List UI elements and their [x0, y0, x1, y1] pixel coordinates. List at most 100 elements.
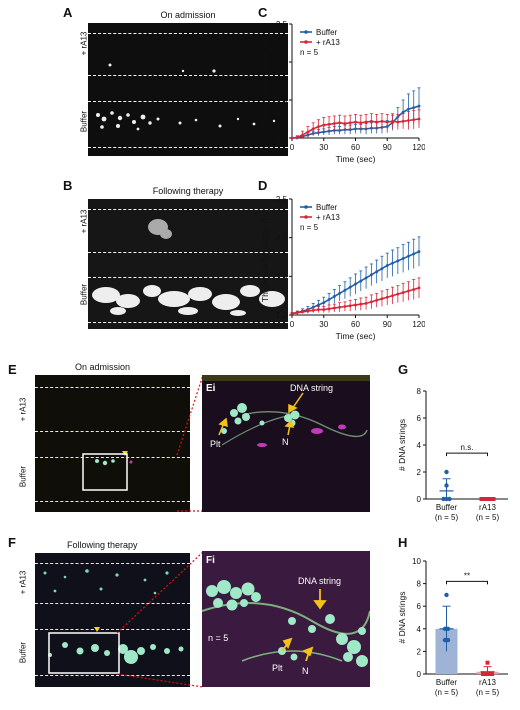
legend-label: Buffer [316, 203, 338, 212]
y-tick-label: 2.0 [276, 58, 288, 67]
data-point [317, 303, 320, 307]
x-tick-label: 60 [351, 143, 360, 152]
data-point [479, 497, 484, 501]
y-tick-label: 4 [417, 625, 422, 634]
significance-bracket [446, 452, 488, 457]
data-point [332, 306, 336, 310]
panel-g-letter: G [398, 362, 409, 377]
data-point [417, 250, 421, 253]
data-point [301, 133, 304, 137]
data-point [407, 107, 410, 111]
panel-e-micrograph [35, 375, 190, 512]
data-point [401, 110, 405, 114]
panel-b-row-top-label: + rA13 [79, 209, 89, 234]
panel-e-letter: E [8, 362, 17, 377]
data-point [338, 121, 342, 125]
data-point [327, 122, 331, 126]
data-point [491, 497, 496, 501]
panel-a-cells [96, 63, 276, 131]
data-point [375, 270, 379, 274]
panel-fi-n-count: n = 5 [208, 633, 229, 643]
data-point [482, 497, 487, 501]
panel-b-title: Following therapy [152, 186, 224, 196]
data-point [417, 286, 421, 290]
panel-b-letter: B [63, 178, 73, 193]
panel-e-row-top-label: + rA13 [18, 397, 28, 422]
category-label: (n = 5) [476, 688, 500, 697]
data-point [391, 294, 394, 298]
panel-ei-micrograph: Ei DNA string Plt N [202, 375, 370, 512]
x-tick-label: 120 [412, 143, 425, 152]
category-label: rA13 [479, 503, 496, 512]
x-tick-label: 60 [351, 320, 360, 329]
panel-fi-letter: Fi [206, 555, 215, 566]
panel-fi-cells [202, 580, 370, 667]
y-axis-label: Thrombus formation (U) [260, 36, 270, 126]
y-axis-label: Thrombus formation (U) [260, 212, 270, 302]
panel-f-micrograph [35, 553, 190, 687]
series-0 [290, 236, 421, 315]
bar [435, 628, 458, 674]
data-point [327, 298, 331, 301]
data-point [348, 285, 352, 289]
data-point [322, 308, 326, 311]
panel-b-micrograph [88, 199, 288, 329]
data-point [359, 279, 363, 283]
panel-ei-plt-label: Plt [210, 439, 221, 449]
legend-label: + rA13 [316, 38, 340, 47]
category-label: (n = 5) [435, 513, 459, 522]
x-tick-label: 0 [290, 320, 295, 329]
y-tick-label: 1.5 [276, 272, 288, 281]
y-tick-label: 4 [417, 441, 422, 450]
data-point [332, 122, 336, 125]
data-point [417, 117, 421, 121]
y-tick-label: 1.0 [276, 311, 288, 320]
panel-fi-dna-label: DNA string [298, 576, 342, 586]
y-tick-label: 8 [417, 580, 422, 589]
y-tick-label: 1.5 [276, 96, 288, 105]
y-tick-label: 2.0 [276, 234, 288, 243]
y-tick-label: 6 [417, 602, 422, 611]
panel-ei-dna-label: DNA string [290, 383, 334, 393]
significance-label: n.s. [461, 443, 474, 452]
data-point [369, 119, 373, 123]
panel-fi-micrograph: Fi DNA string n = 5 Plt N [202, 551, 370, 687]
data-point [322, 123, 326, 127]
data-point [343, 305, 347, 308]
y-tick-label: 2.5 [276, 195, 288, 204]
data-point [317, 308, 320, 311]
legend-marker [304, 30, 308, 34]
zoom-lines-f [116, 551, 204, 688]
data-point [445, 626, 451, 631]
category-label: rA13 [479, 678, 496, 687]
data-point [412, 106, 416, 109]
y-tick-label: 2.5 [276, 20, 288, 29]
y-tick-label: 1.0 [276, 134, 288, 143]
data-point [375, 298, 379, 302]
panel-ei-cells [218, 392, 368, 447]
data-point [401, 119, 405, 123]
significance-label: ** [464, 571, 470, 580]
y-tick-label: 0 [417, 495, 422, 504]
series-1 [290, 109, 421, 140]
x-axis-label: Time (sec) [336, 331, 376, 341]
data-point [380, 267, 384, 270]
zoom-lines-e [176, 374, 204, 512]
data-point [354, 282, 357, 286]
y-tick-label: 10 [412, 557, 421, 566]
panel-a-micrograph [88, 23, 288, 156]
panel-f-cells [43, 569, 184, 674]
legend-marker [304, 215, 308, 219]
data-point [295, 135, 299, 139]
data-point [306, 309, 310, 313]
data-point [396, 259, 400, 263]
data-point [311, 308, 315, 312]
data-point [343, 122, 347, 125]
data-point [359, 121, 363, 125]
data-point [301, 310, 304, 314]
y-tick-label: 6 [417, 414, 422, 423]
panel-a-title: On admission [160, 10, 216, 20]
data-point [412, 118, 416, 122]
data-point [445, 637, 451, 643]
